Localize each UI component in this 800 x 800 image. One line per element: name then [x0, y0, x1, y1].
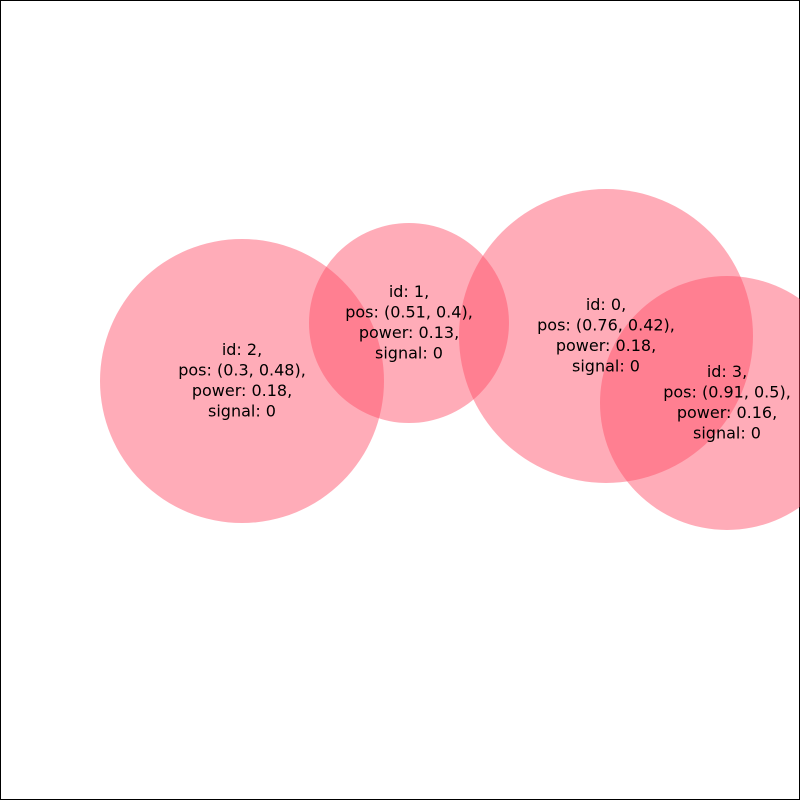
- node-label-line: pos: (0.76, 0.42),: [537, 315, 675, 334]
- node-label-line: pos: (0.3, 0.48),: [178, 360, 306, 379]
- node-label-line: signal: 0: [208, 401, 276, 420]
- node-label-line: pos: (0.51, 0.4),: [345, 302, 473, 321]
- node-label-line: signal: 0: [693, 423, 761, 442]
- node-label-line: id: 2,: [222, 340, 262, 359]
- node-circle: [100, 239, 384, 523]
- node-label-line: signal: 0: [375, 343, 443, 362]
- node-label-line: power: 0.16,: [677, 403, 777, 422]
- labels: id: 0,pos: (0.76, 0.42),power: 0.18,sign…: [178, 282, 791, 443]
- node-label-line: pos: (0.91, 0.5),: [663, 382, 791, 401]
- node-circle: [459, 189, 753, 483]
- node-label-line: power: 0.18,: [192, 381, 292, 400]
- node-circle: [600, 276, 800, 530]
- node-label-line: id: 3,: [707, 362, 747, 381]
- circles: [100, 189, 800, 530]
- node-label-line: signal: 0: [572, 356, 640, 375]
- node-label-line: power: 0.13,: [359, 323, 459, 342]
- node-label-line: id: 0,: [586, 295, 626, 314]
- node-label-line: power: 0.18,: [556, 336, 656, 355]
- node-label-line: id: 1,: [389, 282, 429, 301]
- node-circle: [309, 223, 509, 423]
